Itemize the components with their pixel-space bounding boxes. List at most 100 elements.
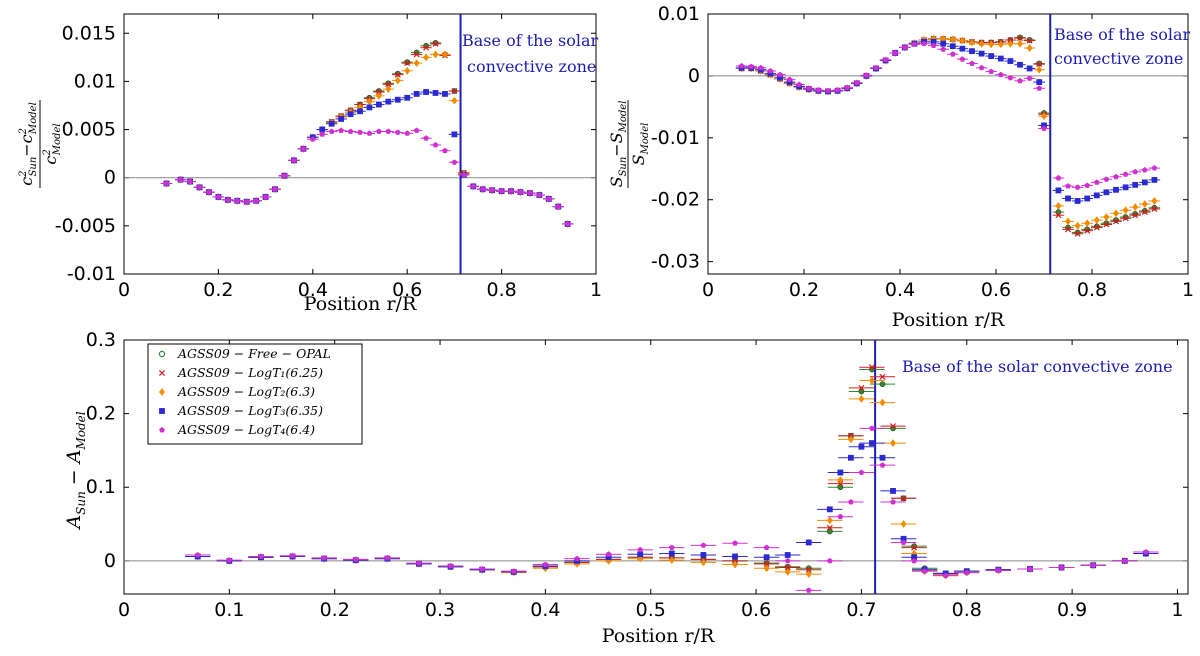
data-point (1074, 184, 1081, 190)
data-point (959, 36, 966, 45)
data-point (1132, 168, 1139, 175)
data-marks (124, 14, 596, 274)
data-point (536, 192, 543, 198)
data-point (1007, 74, 1014, 81)
data-point (815, 87, 822, 93)
ylabel-minus: − (607, 143, 626, 156)
data-point (879, 373, 886, 380)
data-point (1121, 557, 1128, 564)
data-point (1103, 221, 1110, 228)
data-point (225, 196, 231, 203)
ylabel-sup-b: 2 (18, 128, 29, 135)
data-point (911, 557, 917, 564)
data-point (805, 570, 812, 579)
legend-label: AGSS09 − Free − OPAL (177, 346, 331, 361)
plot-frame (707, 13, 1189, 275)
x-tick-label: 1 (590, 279, 602, 301)
data-point (879, 454, 886, 461)
ylabel-minus: − (17, 143, 36, 156)
y-tick-label: -0.03 (651, 251, 700, 273)
y-tick-label: 0.005 (62, 119, 116, 141)
annotation-line-1: Base of the solar (1054, 25, 1190, 44)
data-point (545, 195, 552, 202)
data-point (413, 91, 420, 97)
data-point (892, 50, 899, 56)
series-4 (185, 425, 1159, 593)
data-point (882, 56, 889, 63)
data-point (1041, 112, 1047, 121)
data-point (385, 98, 392, 105)
data-point (1026, 37, 1033, 44)
data-point (988, 40, 995, 49)
y-axis-label: SSun−SModel SModel (607, 100, 651, 188)
data-point (748, 63, 755, 69)
data-point (826, 557, 833, 564)
svg-text:ASun−AModel: ASun−AModel (63, 411, 88, 530)
y-tick-label: 0.3 (86, 329, 116, 351)
data-point (605, 551, 612, 557)
axis-ticks: 0 0.2 0.4 0.6 0.8 1 -0.03 -0.02 -0.01 0 0.01 (651, 3, 1194, 301)
data-point (786, 76, 793, 82)
data-point (489, 187, 495, 193)
data-point (413, 59, 420, 68)
legend-marker (158, 350, 166, 358)
data-point (1151, 177, 1158, 183)
data-point (863, 72, 870, 78)
data-point (784, 557, 791, 564)
data-point (300, 145, 307, 152)
x-tick-label: 0 (118, 279, 130, 301)
data-point (281, 172, 288, 179)
data-point (510, 568, 517, 574)
data-point (385, 81, 392, 88)
data-point (404, 60, 411, 67)
data-point (890, 499, 896, 505)
x-tick-label: 0.4 (885, 279, 915, 301)
data-point (432, 40, 439, 46)
data-point (825, 87, 831, 94)
data-point (826, 516, 833, 525)
data-point (1055, 212, 1062, 219)
data-point (432, 90, 439, 96)
data-point (357, 129, 363, 135)
data-point (847, 454, 854, 461)
data-point (243, 198, 250, 205)
data-point (890, 488, 896, 494)
data-point (1093, 192, 1100, 199)
data-point (868, 376, 875, 385)
data-point (253, 197, 259, 204)
data-marks (124, 340, 1188, 594)
ylabel-num-a: c (17, 177, 36, 186)
annotation-line-2: convective zone (1054, 49, 1183, 68)
data-point (226, 557, 233, 563)
data-point (1084, 195, 1091, 202)
data-point (1141, 179, 1148, 186)
data-point (394, 129, 401, 135)
series-4 (160, 127, 574, 227)
data-point (375, 91, 382, 100)
data-point (858, 388, 865, 395)
panel-entropy: 0 0.2 0.4 0.6 0.8 1 -0.03 -0.02 -0.01 0 0.01 Posit… (607, 3, 1194, 331)
x-tick-label: 0.9 (1057, 599, 1087, 621)
data-point (837, 484, 844, 491)
ylabel-a-sub: Sun (74, 491, 88, 515)
ylabel-a: A (63, 515, 85, 531)
legend-label: AGSS09 − LogT₃(6.35) (177, 403, 323, 418)
data-point (732, 540, 738, 546)
data-point (416, 560, 422, 566)
data-point (1055, 175, 1062, 181)
data-point (879, 381, 886, 388)
ylabel-den-sup: 2 (42, 149, 53, 156)
x-tick-label: 0.7 (846, 599, 876, 621)
data-point (959, 56, 966, 62)
legend-label: AGSS09 − LogT₂(6.3) (177, 384, 315, 399)
x-axis-label: Position r/R (892, 309, 1005, 331)
data-point (352, 556, 359, 562)
data-point (1026, 65, 1033, 72)
x-tick-label: 0.3 (425, 599, 455, 621)
data-point (767, 68, 774, 74)
data-point (890, 439, 897, 447)
data-point (805, 85, 812, 91)
data-point (940, 46, 947, 52)
ylabel-den-sub: Model (640, 123, 651, 156)
data-point (1058, 564, 1065, 570)
